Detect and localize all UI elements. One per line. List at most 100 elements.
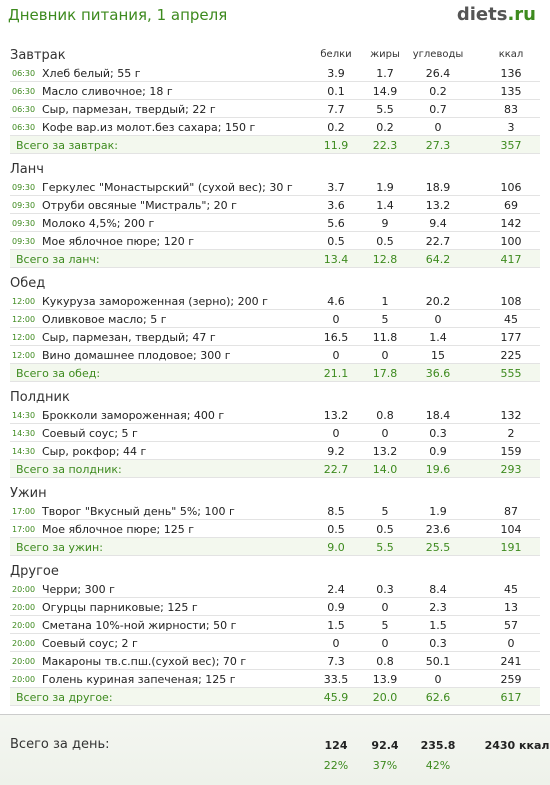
nutrient-value: 3.9 (327, 67, 345, 80)
nutrient-value: 13.2 (372, 445, 398, 458)
nutrient-value: 57 (504, 619, 518, 632)
nutrient-value: 0 (332, 349, 340, 362)
food-row: 06:30 Кофе вар.из молот.без сахара; 150 г… (10, 118, 540, 136)
food-name: Отруби овсяные "Мистраль"; 20 г (42, 199, 237, 212)
nutrient-value: 1.9 (376, 181, 394, 194)
time: 12:00 (12, 297, 36, 306)
time: 20:00 (12, 639, 36, 648)
total-value: 417 (500, 253, 522, 266)
nutrient-value: 132 (500, 409, 522, 422)
time: 14:30 (12, 411, 36, 420)
food-row: 20:00 Голень куриная запеченая; 125 г 33.5… (10, 670, 540, 688)
nutrient-value: 0.5 (327, 523, 345, 536)
food-row: 06:30 Сыр, пармезан, твердый; 22 г 7.7 5.5 0… (10, 100, 540, 118)
food-row: 17:00 Мое яблочное пюре; 125 г 0.5 0.5 23.6 1… (10, 520, 540, 538)
nutrient-value: 104 (500, 523, 522, 536)
total-value: 27.3 (425, 139, 451, 152)
food-row: 20:00 Черри; 300 г 2.4 0.3 8.4 45 (10, 580, 540, 598)
total-value: 62.6 (425, 691, 451, 704)
nutrient-value: 4.6 (327, 295, 345, 308)
time: 20:00 (12, 657, 36, 666)
day-percent: 37% (372, 759, 398, 772)
time: 20:00 (12, 603, 36, 612)
nutrient-value: 0.8 (376, 409, 394, 422)
food-name: Кукуруза замороженная (зерно); 200 г (42, 295, 268, 308)
nutrient-value: 0.3 (429, 637, 447, 650)
meal-heading: Ланч (10, 162, 44, 177)
nutrient-value: 0 (381, 601, 389, 614)
logo[interactable]: diets.ru (457, 6, 536, 24)
nutrient-value: 0 (434, 121, 442, 134)
food-row: 12:00 Вино домашнее плодовое; 300 г 0 0 15 22… (10, 346, 540, 364)
food-name: Кофе вар.из молот.без сахара; 150 г (42, 121, 256, 134)
nutrient-value: 0.5 (376, 523, 394, 536)
nutrient-value: 259 (500, 673, 522, 686)
time: 20:00 (12, 675, 36, 684)
total-value: 13.4 (323, 253, 349, 266)
total-value: 25.5 (425, 541, 451, 554)
food-row: 09:30 Мое яблочное пюре; 120 г 0.5 0.5 22.7 1… (10, 232, 540, 250)
nutrient-value: 0.2 (327, 121, 345, 134)
time: 17:00 (12, 507, 36, 516)
food-row: 14:30 Сыр, рокфор; 44 г 9.2 13.2 0.9 159 (10, 442, 540, 460)
total-value: 17.8 (372, 367, 398, 380)
total-value: 357 (500, 139, 522, 152)
nutrient-value: 5.6 (327, 217, 345, 230)
food-row: 09:30 Молоко 4,5%; 200 г 5.6 9 9.4 142 (10, 214, 540, 232)
nutrient-value: 2.3 (429, 601, 447, 614)
nutrient-value: 1 (381, 295, 389, 308)
day-percent: 22% (323, 759, 349, 772)
time: 06:30 (12, 123, 36, 132)
nutrient-value: 16.5 (323, 331, 349, 344)
total-value: 191 (500, 541, 522, 554)
time: 09:30 (12, 237, 36, 246)
food-name: Соевый соус; 5 г (42, 427, 138, 440)
nutrient-value: 0.3 (429, 427, 447, 440)
nutrient-value: 0 (332, 637, 340, 650)
total-value: 45.9 (323, 691, 349, 704)
total-label: Всего за ланч: (16, 253, 100, 266)
nutrient-value: 0 (434, 673, 442, 686)
meal-total-row: Всего за обед: 21.1 17.8 36.6 555 (10, 364, 540, 382)
nutrient-value: 3 (507, 121, 515, 134)
food-name: Черри; 300 г (42, 583, 115, 596)
time: 17:00 (12, 525, 36, 534)
food-row: 20:00 Сметана 10%-ной жирности; 50 г 1.5 5 1… (10, 616, 540, 634)
logo-main: diets (456, 4, 508, 25)
meal-total-row: Всего за завтрак: 11.9 22.3 27.3 357 (10, 136, 540, 154)
meal-heading: Ужин (10, 486, 47, 501)
nutrient-value: 136 (500, 67, 522, 80)
nutrient-value: 0.9 (327, 601, 345, 614)
nutrient-value: 69 (504, 199, 518, 212)
time: 06:30 (12, 69, 36, 78)
nutrient-value: 0.5 (327, 235, 345, 248)
nutrient-value: 100 (500, 235, 522, 248)
food-row: 09:30 Геркулес "Монастырский" (сухой вес)… (10, 178, 540, 196)
total-label: Всего за ужин: (16, 541, 103, 554)
total-label: Всего за завтрак: (16, 139, 119, 152)
nutrient-value: 135 (500, 85, 522, 98)
total-label: Всего за другое: (16, 691, 113, 704)
time: 12:00 (12, 333, 36, 342)
nutrient-value: 5 (381, 505, 389, 518)
time: 14:30 (12, 447, 36, 456)
nutrient-value: 13 (504, 601, 518, 614)
food-name: Геркулес "Монастырский" (сухой вес); 30 … (42, 181, 293, 194)
total-value: 20.0 (372, 691, 398, 704)
food-name: Голень куриная запеченая; 125 г (42, 673, 236, 686)
nutrient-value: 142 (500, 217, 522, 230)
food-row: 20:00 Соевый соус; 2 г 0 0 0.3 0 (10, 634, 540, 652)
nutrient-value: 11.8 (372, 331, 398, 344)
time: 14:30 (12, 429, 36, 438)
total-label: Всего за обед: (16, 367, 101, 380)
nutrient-value: 241 (500, 655, 522, 668)
total-value: 5.5 (376, 541, 394, 554)
total-value: 36.6 (425, 367, 451, 380)
total-value: 293 (500, 463, 522, 476)
nutrient-value: 0 (381, 637, 389, 650)
nutrient-value: 2.4 (327, 583, 345, 596)
nutrient-value: 1.4 (429, 331, 447, 344)
nutrient-value: 26.4 (425, 67, 451, 80)
column-header: ккал (498, 49, 524, 60)
